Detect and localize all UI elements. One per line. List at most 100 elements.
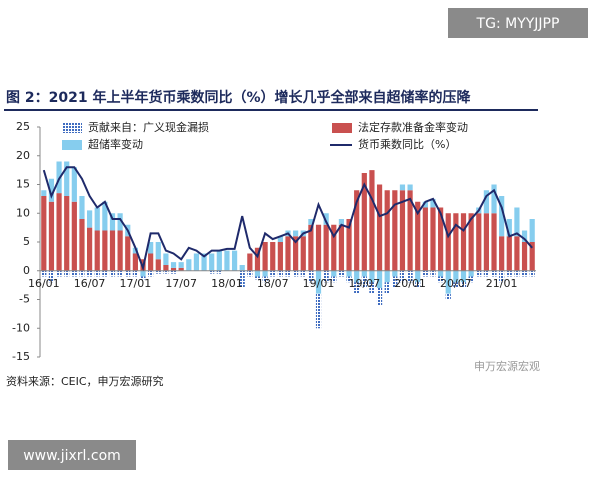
- legend-swatch: [62, 140, 82, 150]
- legend-swatch: [332, 123, 352, 133]
- bar: [529, 219, 535, 242]
- bar: [369, 170, 375, 271]
- bar: [285, 270, 291, 277]
- bar: [117, 270, 123, 277]
- bar: [109, 270, 116, 277]
- bar: [170, 262, 177, 268]
- x-tick-label: 18/01: [211, 277, 243, 290]
- bar: [56, 193, 62, 271]
- legend-label: 贡献来自：广义现金漏损: [88, 120, 209, 134]
- bar: [132, 247, 138, 254]
- bar: [476, 213, 482, 271]
- bar: [102, 201, 108, 231]
- bar: [346, 270, 352, 277]
- y-tick-label: -5: [19, 293, 30, 306]
- bar: [132, 253, 138, 271]
- bar: [155, 270, 161, 274]
- bar: [354, 270, 360, 283]
- bar: [376, 270, 383, 288]
- bar: [315, 293, 322, 329]
- bar: [483, 270, 489, 277]
- bar: [216, 270, 222, 274]
- x-tick-label: 20/01: [394, 277, 426, 290]
- bar: [338, 224, 345, 271]
- bar: [361, 270, 367, 277]
- x-tick-label: 16/01: [28, 277, 60, 290]
- bar: [422, 201, 428, 208]
- bar: [64, 161, 70, 196]
- bar: [331, 270, 337, 277]
- bar: [453, 282, 459, 288]
- bar: [392, 190, 398, 271]
- bar: [163, 253, 169, 265]
- bar: [376, 184, 383, 271]
- bar: [346, 219, 352, 271]
- bar: [308, 270, 314, 283]
- bar: [529, 242, 535, 271]
- bar: [491, 184, 497, 214]
- y-tick-label: 20: [16, 149, 30, 162]
- y-tick-label: 5: [23, 235, 30, 248]
- bar: [277, 270, 283, 277]
- bar: [514, 270, 520, 277]
- bar: [48, 178, 55, 202]
- bar: [354, 190, 360, 271]
- bar: [438, 207, 444, 271]
- bar: [438, 270, 444, 277]
- bar: [460, 282, 467, 288]
- bar: [262, 276, 268, 283]
- bar: [407, 184, 413, 191]
- bar: [254, 270, 261, 277]
- bar: [94, 270, 100, 277]
- bar: [140, 276, 146, 280]
- bar: [125, 236, 131, 271]
- bar: [216, 250, 222, 271]
- bar: [438, 276, 444, 283]
- legend-label: 超储率变动: [88, 137, 143, 151]
- bar: [399, 190, 406, 271]
- bar: [407, 270, 413, 283]
- bar: [499, 236, 505, 271]
- x-tick-label: 19/01: [303, 277, 335, 290]
- bar: [148, 242, 154, 254]
- bar: [521, 242, 528, 271]
- y-tick-label: 0: [23, 264, 30, 277]
- bar: [285, 236, 291, 271]
- source: 资料来源：CEIC，申万宏源研究: [6, 374, 164, 388]
- bar: [468, 213, 474, 271]
- bar: [140, 270, 146, 277]
- bar: [117, 213, 123, 231]
- bar: [415, 201, 421, 271]
- bar: [102, 270, 108, 277]
- bar: [384, 270, 390, 283]
- bar: [476, 270, 482, 277]
- bar: [483, 190, 489, 214]
- bar: [186, 259, 192, 271]
- bar: [445, 270, 451, 294]
- bar: [178, 267, 184, 271]
- bar: [41, 270, 47, 277]
- x-tick-label: 21/01: [486, 277, 518, 290]
- bar: [64, 270, 70, 277]
- bar: [87, 210, 93, 228]
- bar: [521, 230, 528, 242]
- bar: [445, 213, 451, 271]
- bar: [247, 270, 253, 277]
- bar: [94, 230, 100, 271]
- x-tick-label: 18/07: [257, 277, 289, 290]
- bar: [262, 270, 268, 277]
- bar: [270, 270, 276, 277]
- bar: [491, 270, 497, 277]
- bar: [155, 242, 161, 260]
- bar: [239, 265, 245, 271]
- bar: [262, 242, 268, 271]
- bar: [163, 265, 169, 271]
- bar: [415, 282, 421, 288]
- y-tick-label: 25: [16, 120, 30, 133]
- bar: [338, 219, 345, 225]
- bar: [499, 196, 505, 237]
- watermark: www.jixrl.com: [23, 448, 121, 464]
- bar: [354, 282, 360, 294]
- bar: [109, 213, 116, 231]
- bar: [56, 270, 62, 277]
